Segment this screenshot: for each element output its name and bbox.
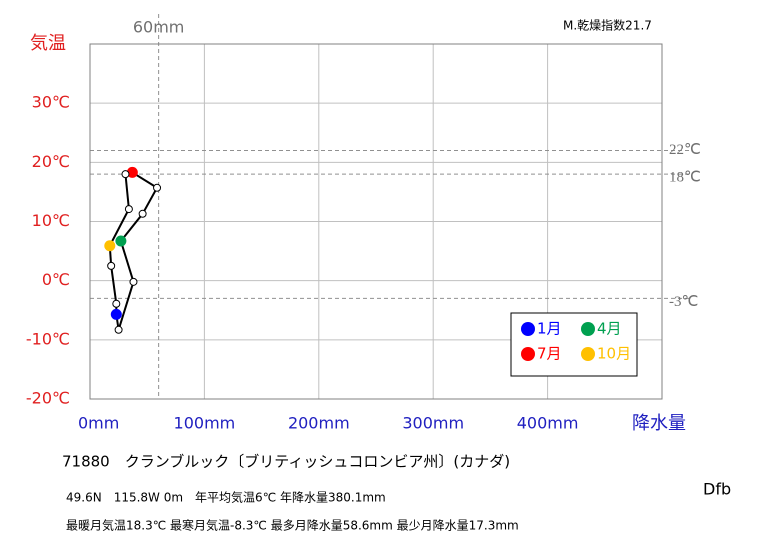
legend-marker (581, 347, 595, 361)
y-tick-label: 30℃ (32, 93, 70, 112)
month-point (153, 183, 162, 192)
legend-label: 10月 (597, 345, 631, 363)
index-label: M.乾燥指数21.7 (563, 18, 652, 33)
y-tick-label: 10℃ (32, 211, 70, 230)
month-point (124, 205, 133, 214)
legend-label: 7月 (537, 345, 562, 363)
plot-border (89, 43, 663, 400)
month-point (129, 277, 138, 286)
month-point (138, 209, 147, 218)
legend-marker (581, 322, 595, 336)
info: 49.6N 115.8W 0m 年平均気温6℃ 年降水量380.1mm (66, 490, 386, 505)
x-tick-label: 300mm (402, 414, 464, 433)
highlight-point (126, 166, 138, 178)
legend-marker (521, 347, 535, 361)
legend-label: 1月 (537, 320, 562, 338)
month-point (121, 170, 130, 179)
month-point (112, 299, 121, 308)
y-tick-label: 20℃ (32, 152, 70, 171)
y-tick-label: -20℃ (26, 389, 70, 408)
month-point (107, 261, 116, 270)
y-tick-label: 0℃ (42, 270, 70, 289)
legend-label: 4月 (597, 320, 622, 338)
reference-label: 22℃ (669, 142, 701, 158)
highlight-point (110, 308, 122, 320)
highlight-point (104, 240, 116, 252)
info: 最暖月気温18.3℃ 最寒月気温-8.3℃ 最多月降水量58.6mm 最少月降水… (66, 518, 519, 533)
x-tick-label: 400mm (517, 414, 579, 433)
y-axis-label: 気温 (30, 33, 66, 54)
reference-label: -3℃ (669, 294, 698, 310)
x-tick-label: 0mm (78, 414, 119, 433)
reference-label: 60mm (133, 18, 185, 37)
x-axis-label: 降水量 (632, 413, 686, 434)
month-point (114, 325, 123, 334)
x-tick-label: 200mm (288, 414, 350, 433)
x-tick-label: 100mm (174, 414, 236, 433)
station: 71880 クランブルック〔ブリティッシュコロンビア州〕(カナダ) (62, 453, 510, 471)
reference-label: 18℃ (669, 170, 701, 186)
highlight-point (115, 235, 127, 247)
climate-class: Dfb (703, 480, 731, 499)
y-tick-label: -10℃ (26, 329, 70, 348)
legend-marker (521, 322, 535, 336)
